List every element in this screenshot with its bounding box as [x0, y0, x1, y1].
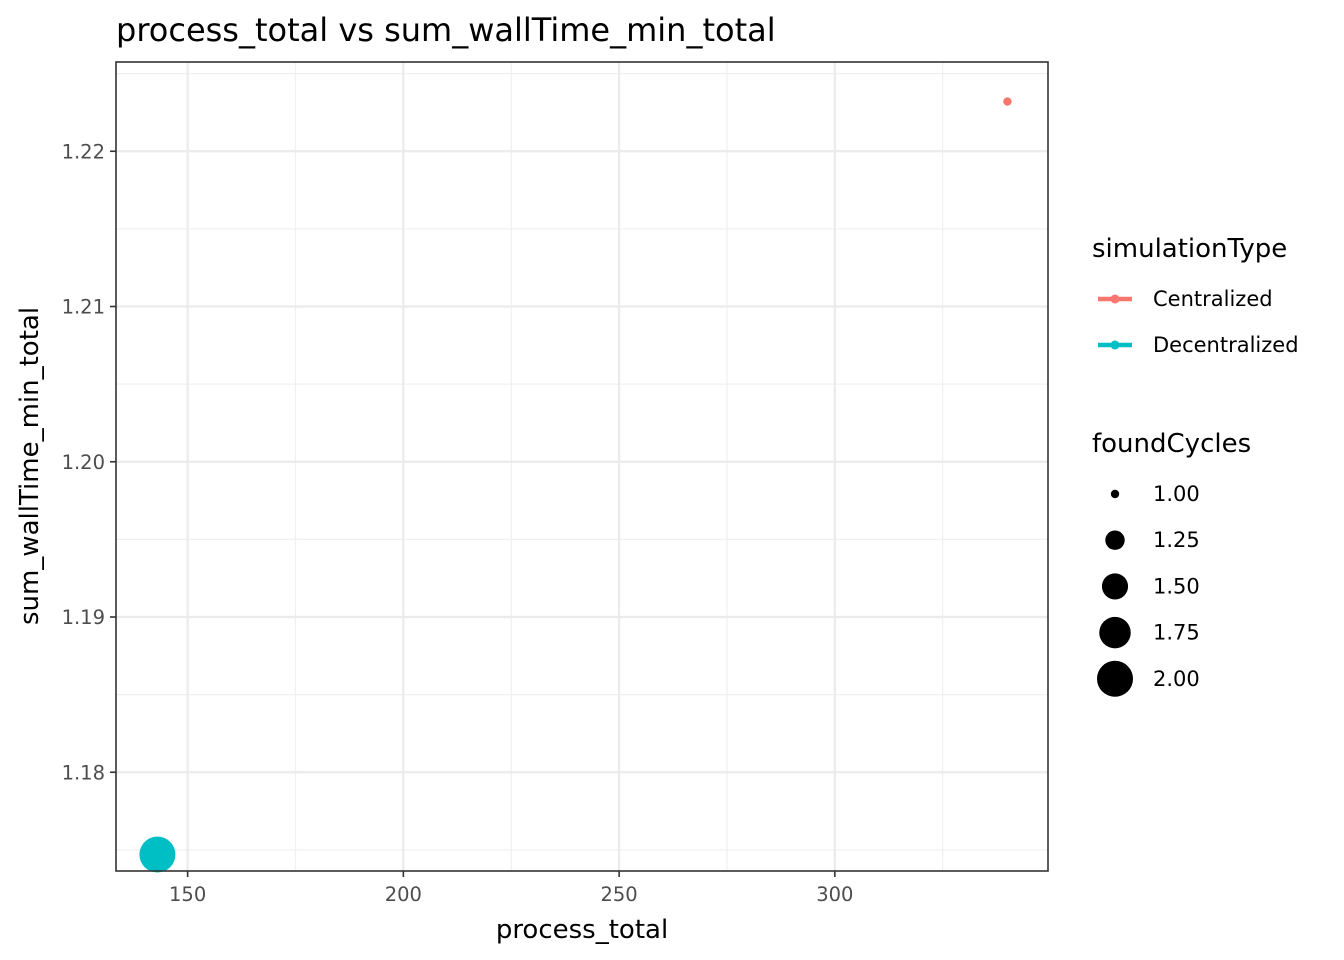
axes: 150 200 250 300 1.18 1.19 1.20 1.21 1.22 — [62, 140, 854, 906]
legend-title-found-cycles: foundCycles — [1092, 429, 1251, 459]
legend-size-label: 1.00 — [1153, 482, 1200, 506]
x-axis-title: process_total — [496, 915, 668, 945]
plot-border — [115, 61, 1049, 872]
legend: simulationType Centralized Decentralized fo… — [1092, 234, 1299, 697]
legend-size-label: 1.75 — [1153, 621, 1200, 645]
legend-size-label: 1.25 — [1153, 528, 1200, 552]
legend-title-simulation-type: simulationType — [1092, 234, 1287, 264]
legend-size-key — [1110, 489, 1120, 499]
x-tick-label: 200 — [385, 883, 422, 906]
x-tick-label: 300 — [816, 883, 853, 906]
y-axis-title: sum_wallTime_min_total — [15, 307, 45, 625]
chart-title: process_total vs sum_wallTime_min_total — [116, 11, 776, 49]
y-tick-label: 1.22 — [62, 140, 105, 163]
legend-key-point — [1110, 294, 1120, 304]
plot-panel — [116, 62, 1048, 871]
legend-label: Centralized — [1153, 287, 1273, 311]
y-tick-label: 1.21 — [62, 296, 105, 319]
data-point-decentralized — [139, 836, 176, 873]
data-point-centralized — [1003, 97, 1012, 106]
legend-key-point — [1110, 340, 1120, 350]
legend-size-label: 1.50 — [1153, 574, 1200, 598]
y-tick-label: 1.20 — [62, 451, 105, 474]
legend-size-key — [1101, 573, 1129, 600]
x-tick-label: 250 — [600, 883, 637, 906]
legend-size-key — [1097, 660, 1133, 697]
legend-label: Decentralized — [1153, 333, 1299, 357]
legend-size-key — [1105, 530, 1125, 550]
y-tick-label: 1.19 — [62, 606, 105, 629]
legend-size-key — [1099, 616, 1131, 649]
y-tick-label: 1.18 — [62, 761, 105, 784]
grid — [116, 62, 1048, 871]
legend-size-label: 2.00 — [1153, 667, 1200, 691]
x-tick-label: 150 — [169, 883, 206, 906]
data-points — [139, 97, 1012, 873]
